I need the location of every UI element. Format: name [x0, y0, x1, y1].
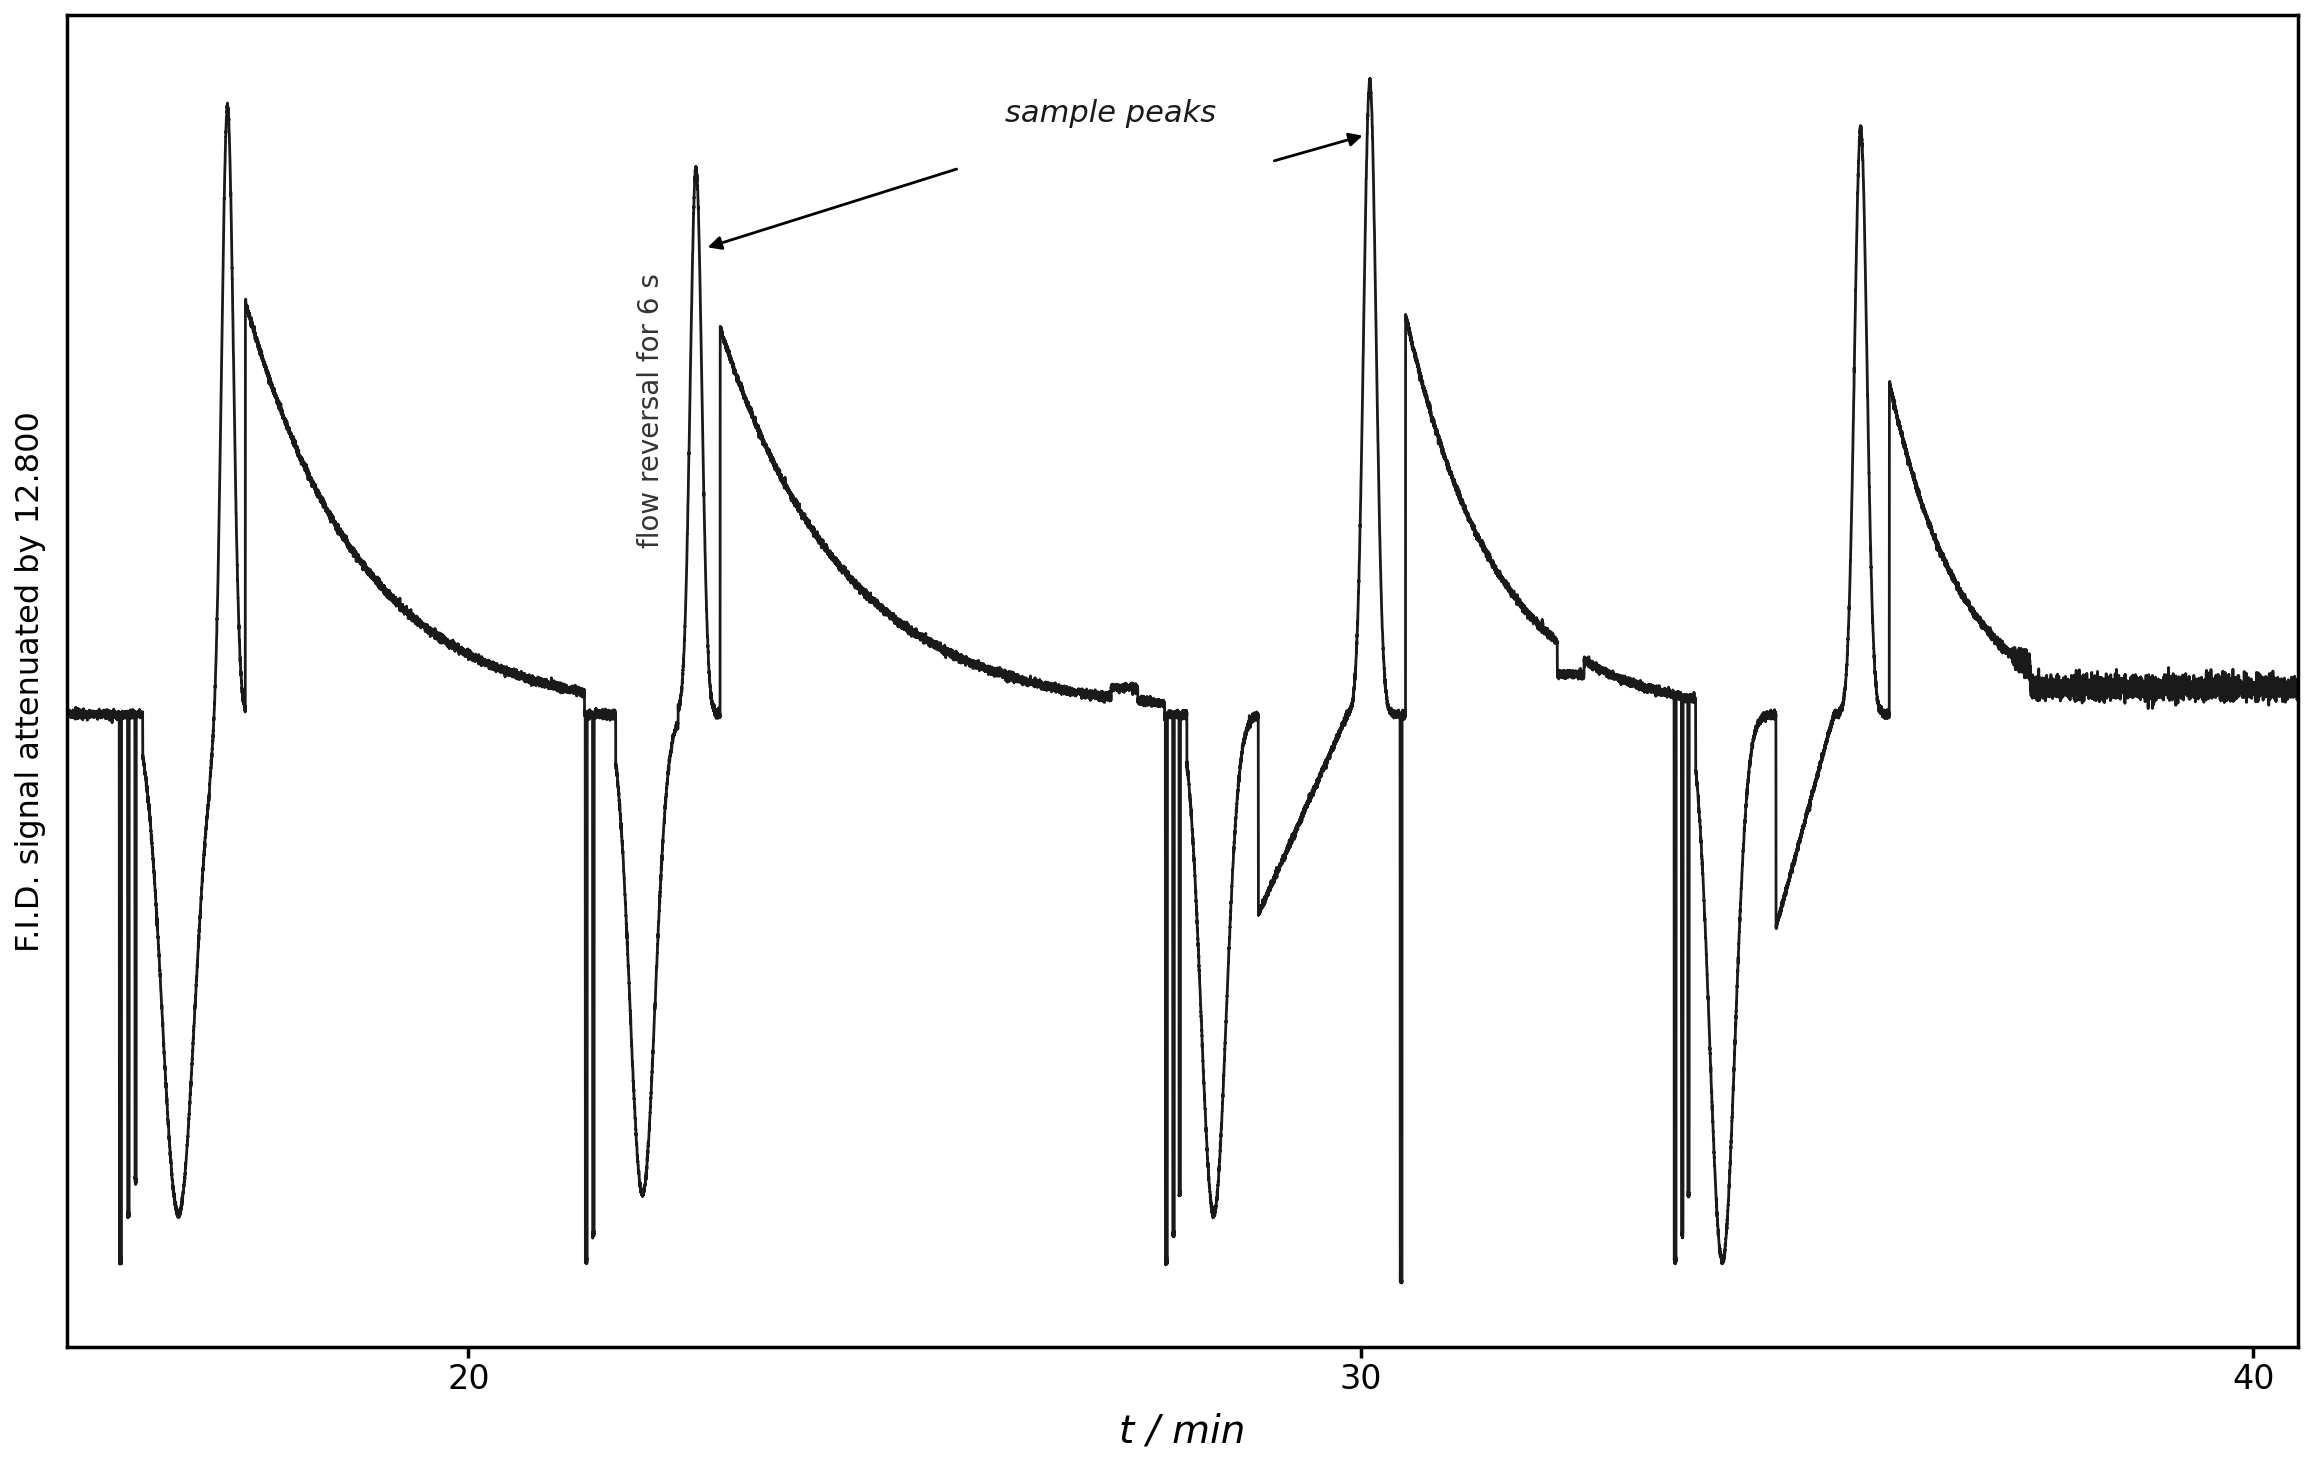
X-axis label: t / min: t / min: [1119, 1413, 1247, 1451]
Text: sample peaks: sample peaks: [1006, 100, 1217, 128]
Y-axis label: F.I.D. signal attenuated by 12.800: F.I.D. signal attenuated by 12.800: [14, 410, 46, 951]
Text: flow reversal for 6 s: flow reversal for 6 s: [638, 273, 666, 548]
